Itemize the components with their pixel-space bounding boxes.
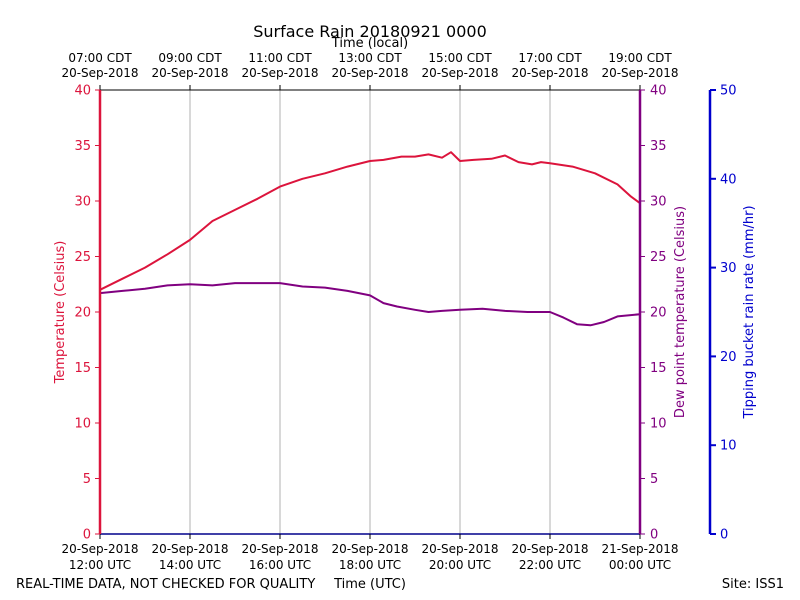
x-tick-label-local-date: 20-Sep-2018 <box>331 66 408 80</box>
x-tick-label-utc-time: 00:00 UTC <box>609 558 671 572</box>
y-tick-label-temperature: 20 <box>74 306 91 321</box>
y-tick-label-temperature: 25 <box>74 250 91 265</box>
y-tick-label-dewpoint: 20 <box>650 306 667 321</box>
x-tick-label-local-time: 17:00 CDT <box>518 51 582 65</box>
y-tick-label-dewpoint: 0 <box>650 528 658 543</box>
x-tick-label-local-time: 19:00 CDT <box>608 51 672 65</box>
temperature-axis-label: Temperature (Celsius) <box>53 241 68 385</box>
x-tick-label-utc-date: 20-Sep-2018 <box>61 542 138 556</box>
x-axis-label: Time (UTC) <box>333 577 406 592</box>
y-tick-label-rain: 10 <box>720 439 737 454</box>
x-tick-label-local-date: 20-Sep-2018 <box>151 66 228 80</box>
y-tick-label-temperature: 15 <box>74 361 91 376</box>
y-tick-label-dewpoint: 35 <box>650 139 667 154</box>
y-tick-label-rain: 30 <box>720 261 737 276</box>
x-tick-label-local-date: 20-Sep-2018 <box>241 66 318 80</box>
y-tick-label-temperature: 0 <box>83 528 91 543</box>
x-tick-label-local-date: 20-Sep-2018 <box>61 66 138 80</box>
y-tick-label-dewpoint: 30 <box>650 195 667 210</box>
y-tick-label-dewpoint: 25 <box>650 250 667 265</box>
y-tick-label-rain: 50 <box>720 84 737 99</box>
x-tick-label-local-time: 07:00 CDT <box>68 51 132 65</box>
y-tick-label-temperature: 35 <box>74 139 91 154</box>
x-tick-label-utc-date: 20-Sep-2018 <box>511 542 588 556</box>
y-tick-label-temperature: 30 <box>74 195 91 210</box>
site-label: Site: ISS1 <box>722 577 784 592</box>
y-tick-label-dewpoint: 15 <box>650 361 667 376</box>
y-tick-label-rain: 40 <box>720 172 737 187</box>
x-tick-label-local-date: 20-Sep-2018 <box>601 66 678 80</box>
x-tick-label-local-time: 13:00 CDT <box>338 51 402 65</box>
x-tick-label-utc-date: 20-Sep-2018 <box>241 542 318 556</box>
x-tick-label-local-date: 20-Sep-2018 <box>511 66 588 80</box>
quality-disclaimer: REAL-TIME DATA, NOT CHECKED FOR QUALITY <box>16 577 315 592</box>
x-tick-label-utc-time: 14:00 UTC <box>159 558 221 572</box>
top-axis-title: Time (local) <box>331 36 408 51</box>
dewpoint-line <box>99 282 641 327</box>
x-tick-label-utc-date: 20-Sep-2018 <box>151 542 228 556</box>
y-tick-label-dewpoint: 40 <box>650 84 667 99</box>
rain-axis-label: Tipping bucket rain rate (mm/hr) <box>742 205 757 419</box>
x-tick-label-local-date: 20-Sep-2018 <box>421 66 498 80</box>
x-tick-label-utc-date: 20-Sep-2018 <box>421 542 498 556</box>
y-tick-label-temperature: 10 <box>74 417 91 432</box>
x-tick-label-utc-time: 22:00 UTC <box>519 558 581 572</box>
x-tick-label-utc-time: 16:00 UTC <box>249 558 311 572</box>
chart-title: Surface Rain 20180921 0000 <box>253 22 487 41</box>
dewpoint-axis-label: Dew point temperature (Celsius) <box>673 206 688 418</box>
y-tick-label-dewpoint: 10 <box>650 417 667 432</box>
x-tick-label-utc-time: 20:00 UTC <box>429 558 491 572</box>
y-tick-label-temperature: 5 <box>83 472 91 487</box>
x-tick-label-local-time: 09:00 CDT <box>158 51 222 65</box>
vertical-gridlines <box>189 90 551 534</box>
axis-ticks: 20-Sep-2018 12:00 UTC 20-Sep-2018 14:00 UTC… <box>61 51 736 572</box>
y-tick-label-temperature: 40 <box>74 84 91 99</box>
y-tick-label-rain: 0 <box>720 528 728 543</box>
y-tick-label-dewpoint: 5 <box>650 472 658 487</box>
x-tick-label-utc-date: 20-Sep-2018 <box>331 542 408 556</box>
x-tick-label-local-time: 11:00 CDT <box>248 51 312 65</box>
x-tick-label-utc-date: 21-Sep-2018 <box>601 542 678 556</box>
y-tick-label-rain: 20 <box>720 350 737 365</box>
x-tick-label-utc-time: 12:00 UTC <box>69 558 131 572</box>
x-tick-label-utc-time: 18:00 UTC <box>339 558 401 572</box>
x-tick-label-local-time: 15:00 CDT <box>428 51 492 65</box>
temperature-line <box>99 151 641 291</box>
series-layer <box>99 151 641 327</box>
